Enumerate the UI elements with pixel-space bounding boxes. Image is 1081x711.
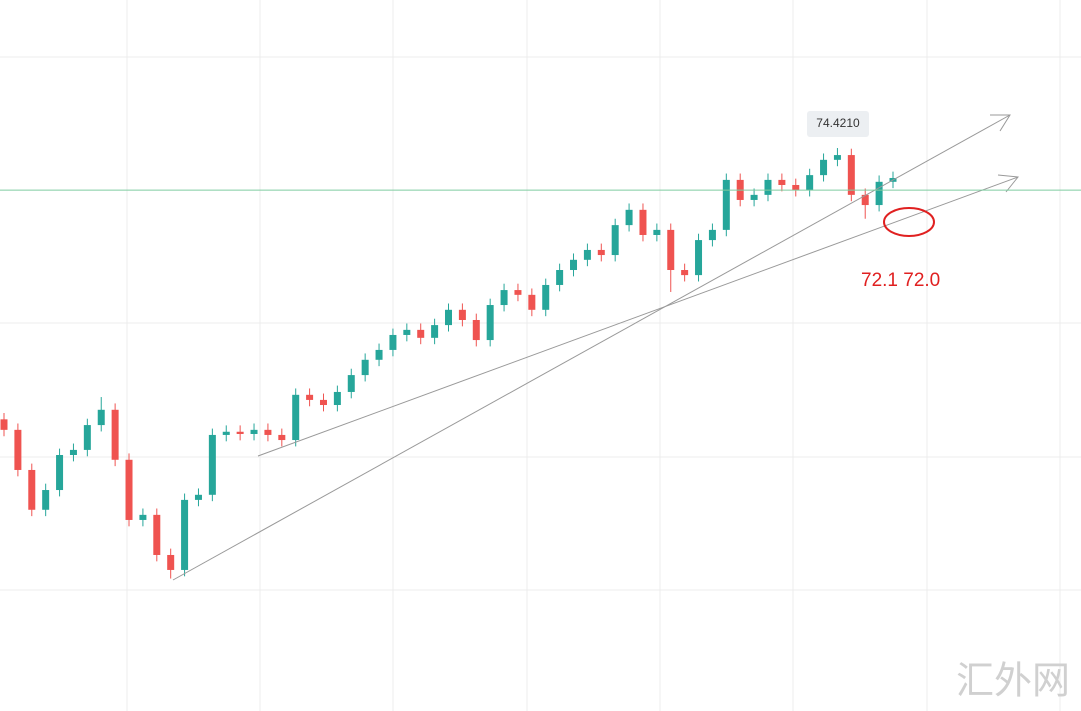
candle-body [625, 209, 633, 226]
candle-body [556, 270, 564, 285]
candle-body [472, 319, 480, 341]
candle-body [695, 240, 703, 276]
candle-body [361, 359, 369, 376]
candle-body [653, 229, 661, 235]
candle-body [417, 329, 425, 338]
candle-body [611, 225, 619, 256]
candle-body [319, 399, 327, 406]
candle-body [514, 290, 522, 295]
candle-body [28, 469, 36, 510]
candle-body [333, 391, 341, 406]
candle-body [194, 494, 202, 500]
candle-body [292, 394, 300, 441]
candle-body [153, 514, 161, 555]
candle-body [264, 429, 272, 435]
candle-body [528, 294, 536, 310]
candle-body [667, 229, 675, 271]
candle-body [486, 305, 494, 341]
candle-body [500, 290, 508, 306]
candles [0, 148, 897, 579]
candle-body [139, 514, 147, 520]
candle-body [597, 249, 605, 256]
candle-body [708, 229, 716, 241]
price-tag-label: 74.4210 [816, 116, 860, 130]
watermark: 汇外网 [956, 659, 1070, 703]
candle-body [445, 309, 452, 326]
candle-body [167, 554, 175, 570]
candle-body [208, 434, 216, 495]
candle-body [833, 155, 841, 160]
candle-body [792, 184, 800, 191]
candle-body [639, 209, 647, 235]
annotation: 72.1 72.0 [861, 270, 940, 291]
candle-body [583, 249, 591, 260]
candle-body [222, 431, 230, 435]
candle-body [389, 334, 397, 350]
candle-body [97, 409, 105, 426]
trend-line [257, 176, 1019, 457]
candle-body [42, 490, 50, 510]
highlight-ellipse [883, 207, 935, 237]
arrow-head [997, 174, 1019, 193]
candle-body [681, 270, 689, 276]
candle-body [375, 349, 383, 360]
candle-body [458, 309, 466, 320]
candle-body [347, 375, 355, 392]
candle-body [125, 459, 133, 520]
candle-body [403, 329, 411, 335]
candle-body [764, 179, 772, 195]
candle-body [820, 159, 828, 176]
arrow-head [990, 114, 1011, 132]
candle-body [806, 175, 814, 191]
trend-line [172, 114, 1011, 581]
candle-body [236, 431, 244, 434]
candle-body [83, 425, 91, 450]
candle-body [69, 449, 77, 456]
trend-lines [172, 114, 1019, 581]
candle-body [431, 325, 439, 338]
candle-body [875, 181, 883, 206]
candle-body [861, 194, 869, 206]
candle-body [306, 394, 314, 400]
candle-body [722, 179, 730, 230]
candle-body [14, 429, 22, 470]
candle-body [111, 409, 119, 460]
candle-body [778, 179, 786, 185]
candle-body [847, 155, 855, 195]
candle-body [0, 419, 8, 430]
candle-body [278, 434, 286, 441]
candle-body [56, 455, 64, 491]
candle-body [750, 194, 758, 200]
candle-body [542, 284, 550, 310]
candle-body [570, 259, 578, 271]
candle-body [250, 429, 258, 434]
candle-body [181, 499, 189, 570]
price-tag [807, 111, 869, 138]
